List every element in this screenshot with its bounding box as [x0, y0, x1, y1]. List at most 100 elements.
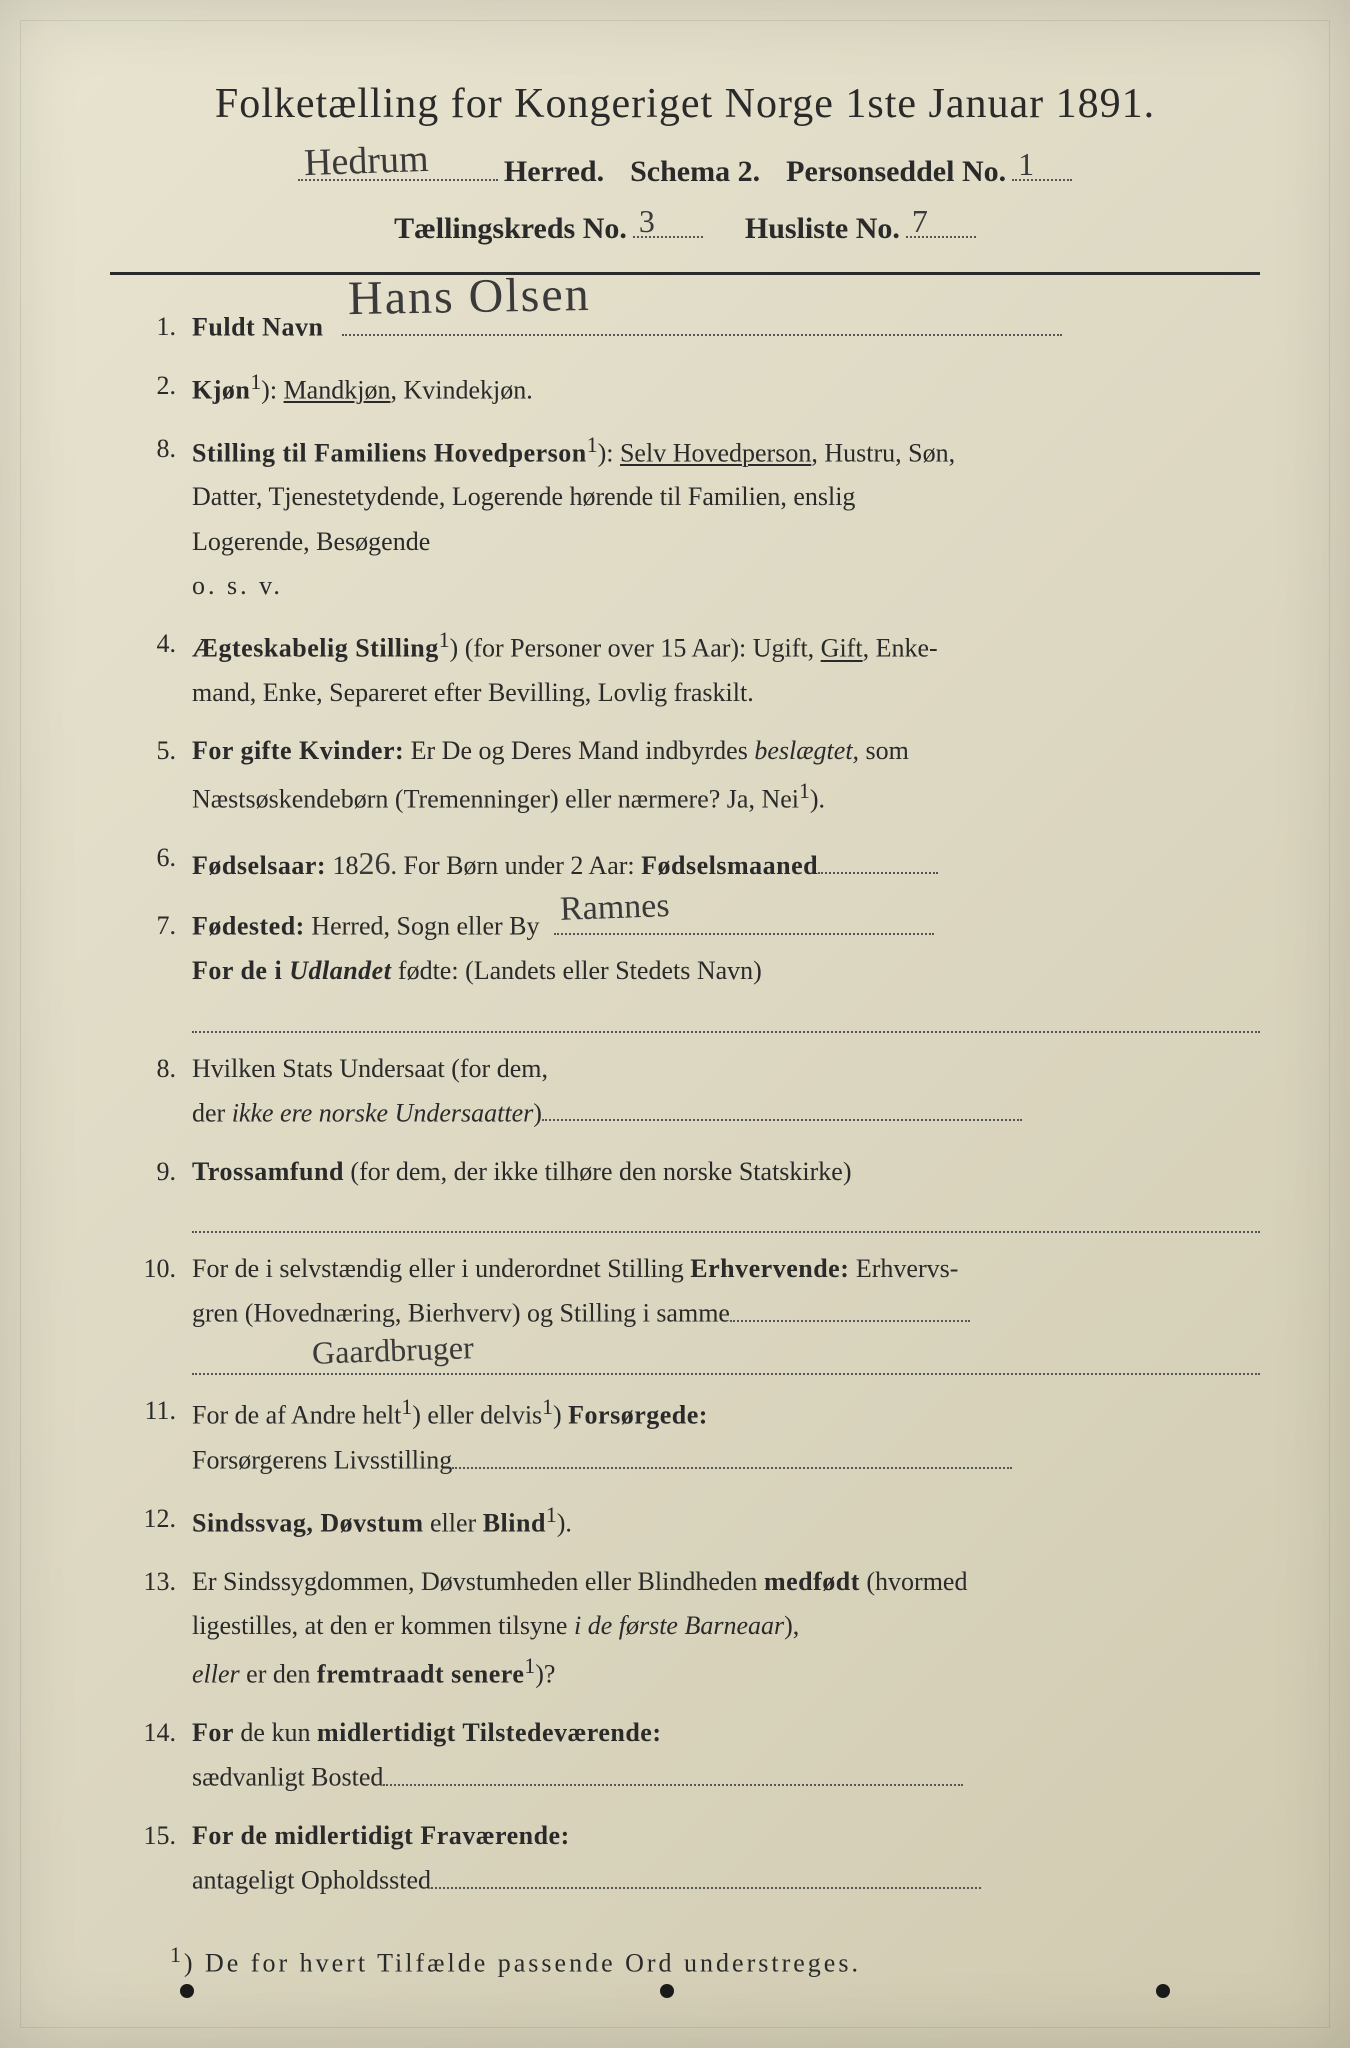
- field-1-name: 1. Fuldt Navn Hans Olsen: [120, 305, 1260, 350]
- occupation-value: Gaardbruger: [311, 1320, 474, 1380]
- text: som: [859, 736, 909, 765]
- header-row-1: Hedrum Herred. Schema 2. Personseddel No…: [110, 146, 1260, 189]
- text: de kun: [234, 1718, 317, 1747]
- footnote-text: ) De for hvert Tilfælde passende Ord und…: [184, 1948, 861, 1977]
- footnote-ref: 1: [546, 1503, 557, 1527]
- emphasis: fremtraadt senere: [317, 1660, 525, 1689]
- text: fødte: (Landets eller Stedets Navn): [391, 956, 761, 985]
- field-7-birthplace: 7. Fødested: Herred, Sogn eller By Ramne…: [120, 904, 1260, 1032]
- census-form-page: Folketælling for Kongeriget Norge 1ste J…: [0, 0, 1350, 2048]
- text: ).: [557, 1508, 572, 1537]
- personseddel-label: Personseddel No.: [786, 155, 1006, 189]
- option-line: Datter, Tjenestetydende, Logerende høren…: [192, 482, 855, 511]
- field-label: Ægteskabelig Stilling: [192, 634, 439, 663]
- text: Forsørgerens Livsstilling: [192, 1446, 452, 1475]
- personseddel-field: 1: [1012, 146, 1072, 181]
- header-row-2: Tællingskreds No. 3 Husliste No. 7: [110, 203, 1260, 246]
- field-label: midlertidigt Tilstedeværende:: [317, 1718, 662, 1747]
- field-4-marital: 4. Ægteskabelig Stilling1) (for Personer…: [120, 622, 1260, 715]
- option-selected: Mandkjøn: [284, 375, 391, 404]
- option-selected: Gift: [821, 634, 863, 663]
- emphasis: beslægtet,: [754, 736, 859, 765]
- field-label: Sindssvag, Døvstum: [192, 1508, 424, 1537]
- text: ),: [784, 1611, 799, 1640]
- text: Hvilken Stats Undersaat (for dem,: [192, 1054, 548, 1083]
- field-number: 15.: [120, 1814, 192, 1858]
- field-6-birthyear: 6. Fødselsaar: 1826. For Børn under 2 Aa…: [120, 836, 1260, 890]
- field-label: Kjøn: [192, 375, 250, 404]
- colon: ):: [598, 438, 614, 467]
- field-number: 14.: [120, 1711, 192, 1755]
- divider: [110, 272, 1260, 275]
- field-number: 7.: [120, 904, 192, 948]
- colon: ): [450, 634, 459, 663]
- occupation-field-1: [730, 1291, 970, 1322]
- footnote-ref: 1: [250, 370, 261, 394]
- field-number: 8.: [120, 427, 192, 471]
- religion-field: [192, 1200, 1260, 1233]
- field-number: 2.: [120, 364, 192, 408]
- sep: ,: [390, 375, 403, 404]
- text: For de i selvstændig eller i underordnet…: [192, 1254, 690, 1283]
- text: Er Sindssygdommen, Døvstumheden eller Bl…: [192, 1567, 764, 1596]
- field-number: 10.: [120, 1247, 192, 1291]
- field-number: 9.: [120, 1150, 192, 1194]
- text: ).: [810, 785, 825, 814]
- year-value: 26: [359, 845, 391, 881]
- herred-label: Herred.: [504, 155, 604, 189]
- text: der: [192, 1098, 232, 1127]
- husliste-field: 7: [906, 203, 976, 238]
- option-selected: Selv Hovedperson: [620, 438, 811, 467]
- field-2-sex: 2. Kjøn1): Mandkjøn, Kvindekjøn.: [120, 364, 1260, 413]
- kreds-label: Tællingskreds No.: [394, 212, 627, 246]
- text: Næstsøskendebørn (Tremenninger) eller næ…: [192, 785, 799, 814]
- field-13-congenital: 13. Er Sindssygdommen, Døvstumheden elle…: [120, 1560, 1260, 1697]
- text: )?: [535, 1660, 555, 1689]
- etc: o. s. v.: [192, 571, 283, 600]
- field-15-temporary-absent: 15. For de midlertidigt Fraværende: anta…: [120, 1814, 1260, 1903]
- whereabouts-field: [431, 1858, 981, 1889]
- birth-month-field: [818, 844, 938, 875]
- personseddel-value: 1: [1018, 146, 1034, 183]
- binding-hole-icon: [180, 1984, 194, 1998]
- field-label: Fødselsmaaned: [641, 851, 818, 880]
- field-number: 1.: [120, 305, 192, 349]
- text: ligestilles, at den er kommen tilsyne: [192, 1611, 574, 1640]
- option: Ugift,: [753, 634, 821, 663]
- herred-value: Hedrum: [303, 137, 429, 185]
- emphasis: ikke ere norske Undersaatter: [232, 1098, 534, 1127]
- option: Kvindekjøn.: [403, 375, 532, 404]
- field-number: 5.: [120, 729, 192, 773]
- kreds-field: 3: [633, 203, 703, 238]
- text: er den: [240, 1660, 317, 1689]
- text: . For Børn under 2 Aar:: [391, 851, 642, 880]
- name-value: Hans Olsen: [347, 254, 591, 340]
- field-label: For gifte Kvinder:: [192, 736, 404, 765]
- field-10-occupation: 10. For de i selvstændig eller i underor…: [120, 1247, 1260, 1375]
- field-label: Blind: [483, 1508, 546, 1537]
- field-14-temporary-present: 14. For de kun midlertidigt Tilstedevære…: [120, 1711, 1260, 1800]
- text: antageligt Opholdssted: [192, 1866, 431, 1895]
- footnote: 1) De for hvert Tilfælde passende Ord un…: [110, 1943, 1260, 1979]
- paren: (for Personer over 15 Aar):: [458, 634, 753, 663]
- kreds-value: 3: [639, 203, 655, 240]
- field-number: 11.: [120, 1389, 192, 1433]
- occupation-field-2: Gaardbruger: [192, 1342, 1260, 1375]
- emphasis: i de første Barneaar: [574, 1611, 784, 1640]
- husliste-label: Husliste No.: [745, 212, 900, 246]
- field-label: For: [192, 1718, 234, 1747]
- schema-label: Schema 2.: [630, 155, 760, 189]
- field-label: Trossamfund: [192, 1157, 344, 1186]
- text: Herred, Sogn eller By: [305, 912, 540, 941]
- field-5-married-women: 5. For gifte Kvinder: Er De og Deres Man…: [120, 729, 1260, 822]
- field-label: Forsørgede:: [568, 1401, 708, 1430]
- field-label: Fødselsaar:: [192, 851, 326, 880]
- footnote-ref: 1: [542, 1395, 553, 1419]
- option: , Hustru, Søn,: [811, 438, 955, 467]
- herred-field: Hedrum: [298, 146, 498, 181]
- page-title: Folketælling for Kongeriget Norge 1ste J…: [110, 80, 1260, 128]
- field-number: 12.: [120, 1497, 192, 1541]
- citizenship-field: [542, 1091, 1022, 1122]
- text: eller: [424, 1508, 483, 1537]
- emphasis: eller: [192, 1660, 240, 1689]
